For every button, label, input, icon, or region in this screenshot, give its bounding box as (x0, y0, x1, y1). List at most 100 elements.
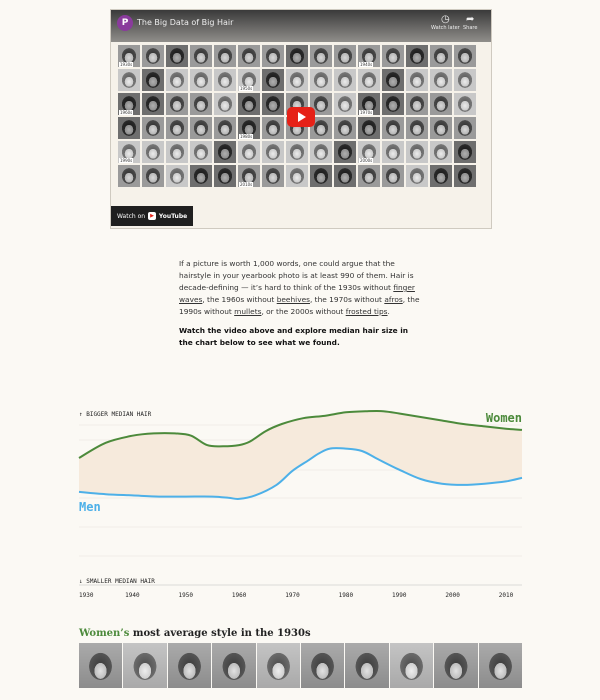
legend-women: Women (486, 411, 522, 425)
yearbook-photo (382, 117, 404, 139)
yearbook-photo (214, 141, 236, 163)
link-beehives[interactable]: beehives (276, 295, 310, 304)
play-button[interactable] (287, 107, 315, 127)
decade-tag: 1980s (239, 134, 254, 139)
link-finger-waves[interactable]: finger waves (179, 283, 415, 304)
yearbook-photo (142, 117, 164, 139)
yearbook-photo (142, 45, 164, 67)
decade-tag: 1940s (359, 62, 374, 67)
yearbook-photo (310, 117, 332, 139)
yearbook-photo (286, 45, 308, 67)
video-header: P The Big Data of Big Hair ◷ Watch later… (111, 10, 491, 42)
yearbook-photo (166, 93, 188, 115)
yearbook-photo (430, 165, 452, 187)
section-title: Women’s most average style in the 1930s (79, 628, 311, 639)
intro-text-segment: , the 1990s without (179, 295, 420, 316)
yearbook-photo (430, 141, 452, 163)
yearbook-photo (406, 69, 428, 91)
yearbook-photo (454, 93, 476, 115)
yearbook-photo (214, 69, 236, 91)
link-afros[interactable]: afros (384, 295, 403, 304)
yearbook-photo: 1930s (118, 45, 140, 67)
clock-icon: ◷ (440, 14, 450, 25)
yearbook-photo (430, 45, 452, 67)
yearbook-photo (310, 69, 332, 91)
yearbook-photo (382, 141, 404, 163)
portrait-photo (79, 643, 124, 688)
section-title-highlight: Women’s (79, 628, 130, 639)
yearbook-photo (118, 117, 140, 139)
yearbook-photo (190, 69, 212, 91)
link-mullets[interactable]: mullets (234, 307, 262, 316)
share-label: Share (463, 25, 478, 31)
yearbook-photo (334, 45, 356, 67)
watch-on-youtube-button[interactable]: Watch on ▶ YouTube (111, 206, 194, 226)
intro-paragraph: If a picture is worth 1,000 words, one c… (179, 258, 424, 318)
play-icon (298, 112, 306, 122)
video-embed[interactable]: P The Big Data of Big Hair ◷ Watch later… (110, 9, 492, 229)
yearbook-photo (454, 45, 476, 67)
yearbook-photo (190, 141, 212, 163)
yearbook-photo (142, 141, 164, 163)
section-title-rest: most average style in the 1930s (129, 628, 311, 639)
yearbook-photo (238, 45, 260, 67)
yearbook-photo (406, 141, 428, 163)
share-button[interactable]: ➦ Share (463, 14, 477, 31)
decade-tag: 1950s (239, 86, 254, 91)
portrait-photo (389, 643, 435, 688)
yearbook-photo (214, 93, 236, 115)
yearbook-photo (262, 117, 284, 139)
decade-tag: 1970s (359, 110, 374, 115)
x-tick-label: 1960 (232, 592, 247, 599)
chart-bottom-label: ↓ SMALLER MEDIAN HAIR (79, 578, 155, 585)
men-series-line[interactable] (78, 447, 523, 500)
yearbook-photo (334, 69, 356, 91)
decade-tag: 1930s (119, 62, 134, 67)
watch-on-label: Watch on (117, 212, 146, 220)
decade-tag: 1960s (119, 110, 134, 115)
link-frosted-tips[interactable]: frosted tips (345, 307, 388, 316)
portrait-photo (434, 643, 479, 688)
x-tick-label: 1980 (339, 592, 354, 599)
yearbook-photo (190, 117, 212, 139)
video-title[interactable]: The Big Data of Big Hair (137, 18, 234, 27)
legend-men: Men (79, 500, 101, 514)
share-icon: ➦ (466, 14, 475, 25)
median-hair-chart[interactable]: Women Men ↑ BIGGER MEDIAN HAIR ↓ SMALLER… (0, 395, 600, 605)
yearbook-photo: 2010s (238, 165, 260, 187)
yearbook-photo (382, 69, 404, 91)
yearbook-photo: 1990s (118, 141, 140, 163)
yearbook-photo (166, 69, 188, 91)
yearbook-photo (118, 69, 140, 91)
watch-later-button[interactable]: ◷ Watch later (431, 14, 460, 31)
x-tick-label: 2010 (499, 592, 514, 599)
x-axis-ticks: 1930 1940 1950 1960 1970 1980 1990 2000 2010 (79, 592, 514, 599)
channel-logo-icon[interactable]: P (117, 15, 133, 31)
portrait-photo (256, 643, 302, 688)
decade-tag: 2000s (359, 158, 374, 163)
yearbook-photo: 1970s (358, 93, 380, 115)
yearbook-photo (118, 165, 140, 187)
chart-svg[interactable]: Women Men ↑ BIGGER MEDIAN HAIR ↓ SMALLER… (0, 395, 600, 605)
yearbook-photo (238, 93, 260, 115)
yearbook-photo (310, 165, 332, 187)
youtube-label: YouTube (158, 212, 188, 220)
x-tick-label: 1970 (285, 592, 300, 599)
yearbook-photo (358, 69, 380, 91)
decade-tag: 1990s (119, 158, 134, 163)
yearbook-photo (454, 141, 476, 163)
yearbook-photo (190, 45, 212, 67)
yearbook-photo (310, 93, 332, 115)
yearbook-photo (430, 93, 452, 115)
yearbook-photo (310, 141, 332, 163)
yearbook-photo (286, 141, 308, 163)
yearbook-photo (406, 45, 428, 67)
yearbook-photo (454, 165, 476, 187)
women-series-line[interactable] (78, 409, 523, 459)
portrait-photo (167, 643, 213, 688)
x-tick-label: 1940 (125, 592, 140, 599)
portrait-strip (79, 643, 524, 688)
yearbook-photo: 1950s (238, 69, 260, 91)
yearbook-photo (334, 165, 356, 187)
yearbook-photo (286, 165, 308, 187)
